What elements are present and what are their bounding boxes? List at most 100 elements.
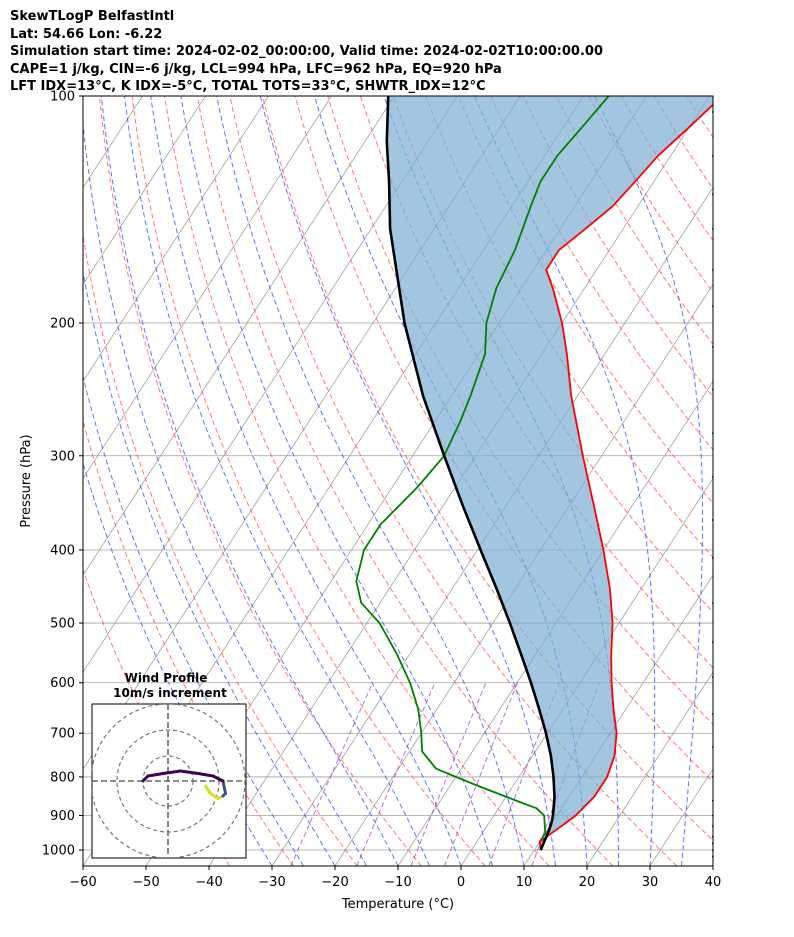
mixing-ratio-line [356, 682, 436, 866]
mixing-ratio-line [290, 682, 374, 866]
wind-barb [711, 855, 713, 858]
wind-barb-half-flag [734, 233, 737, 238]
dry-adiabat-line [719, 96, 794, 866]
moist-adiabat-line [150, 96, 462, 866]
wind-barb-staff [711, 842, 713, 845]
y-tick-label: 400 [50, 543, 75, 558]
moist-adiabat-line [180, 96, 493, 866]
hodograph-segment [141, 774, 150, 783]
x-tick-label: 40 [705, 875, 722, 890]
wind-barb [711, 193, 713, 196]
wind-barb-flag [738, 439, 744, 448]
dry-adiabat-line [555, 96, 713, 346]
wind-barb-flag [731, 351, 737, 360]
y-tick-label: 100 [50, 90, 75, 105]
chart-header: SkewTLogP BelfastIntl Lat: 54.66 Lon: -6… [10, 8, 603, 96]
x-tick-label: −40 [195, 875, 222, 890]
isotherm-line [649, 768, 713, 866]
wind-barb [711, 641, 741, 651]
wind-barb-flag [735, 161, 741, 170]
isotherm-line [0, 96, 17, 866]
hodograph-segment [161, 769, 182, 775]
dewpoint-line [355, 96, 610, 851]
wind-barb-half-flag [739, 801, 741, 806]
y-tick-label: 800 [50, 770, 75, 785]
wind-barb [711, 825, 748, 835]
wind-barb [711, 840, 748, 850]
dry-adiabat-line [131, 96, 486, 866]
wind-barb-half-flag [734, 481, 737, 486]
dry-adiabat-line [327, 96, 713, 725]
wind-barb-flag [735, 275, 741, 284]
wind-barb-flag [741, 801, 745, 811]
wind-barb [711, 305, 744, 321]
wind-barb-flag [742, 483, 748, 492]
dry-adiabat-line [686, 96, 713, 139]
wind-barb-flag [742, 162, 748, 171]
x-tick-label: 20 [579, 875, 596, 890]
wind-barb-flag [738, 395, 744, 404]
x-axis-title: Temperature (°C) [341, 897, 454, 912]
hodograph-segment [211, 774, 225, 783]
wind-barb [711, 746, 748, 760]
moist-adiabat-line [259, 96, 556, 866]
wind-barb [711, 476, 748, 492]
cape-line: CAPE=1 j/kg, CIN=-6 j/kg, LCL=994 hPa, L… [10, 61, 502, 77]
wind-barb [712, 814, 745, 826]
isotherm-line [83, 96, 458, 673]
wind-barb [711, 155, 748, 171]
wind-barb-flag [739, 607, 744, 616]
wind-barb [711, 835, 745, 846]
wind-barb-half-flag [734, 274, 737, 279]
hodograph-segment [204, 784, 212, 795]
wind-barb-half-flag [738, 680, 740, 685]
dry-adiabat-line [752, 96, 794, 866]
x-tick-label: 10 [516, 875, 533, 890]
wind-barb [711, 676, 740, 685]
wind-barb-flag [742, 276, 748, 285]
wind-barb [711, 269, 748, 285]
wind-barb [711, 111, 741, 122]
hodograph-segment [179, 769, 200, 775]
wind-barb [712, 799, 745, 811]
isotherm-line [460, 477, 713, 866]
wind-barb-half-flag [739, 816, 741, 821]
wind-barb [711, 345, 744, 361]
inset-subtitle: 10m/s increment [113, 686, 227, 700]
wind-barb-flag [741, 816, 745, 826]
moist-adiabat-line [474, 96, 656, 866]
wind-barb-flag [745, 847, 748, 857]
y-tick-label: 600 [50, 676, 75, 691]
wind-barb-flag [741, 836, 745, 846]
wind-barb-flag [735, 524, 740, 533]
wind-barb-flag [735, 311, 741, 320]
hodograph-segment [209, 792, 220, 800]
wind-barb-staff [711, 676, 713, 679]
wind-barb-flag [745, 840, 748, 850]
wind-barb-staff [711, 855, 713, 858]
dry-adiabat-line [196, 96, 614, 866]
wind-barb-flag [742, 525, 747, 534]
wind-barb-flag [744, 825, 748, 835]
moist-adiabat-line [83, 269, 336, 866]
wind-barb-half-flag [738, 646, 741, 651]
wind-barb-staff [711, 269, 713, 271]
wind-barb-half-flag [738, 117, 741, 122]
wind-barb-flag [738, 312, 744, 321]
wind-barb-flag [742, 563, 747, 572]
wind-barb-half-flag [739, 847, 741, 852]
wind-barb-half-flag [734, 438, 737, 443]
wind-barb-half-flag [738, 716, 740, 721]
wind-barb-staff [711, 713, 713, 715]
wind-barb-staff [711, 602, 713, 604]
wind-barb-flag [740, 778, 744, 788]
wind-barb-flag [735, 562, 740, 571]
hodograph-segment [221, 779, 227, 795]
wind-barb-staff [711, 476, 713, 478]
wind-barb-flag [743, 750, 748, 760]
mixing-ratio-line [443, 682, 518, 866]
x-tick-label: −50 [132, 875, 159, 890]
wind-barb-flag [738, 352, 744, 361]
wind-barb-half-flag [734, 394, 737, 399]
